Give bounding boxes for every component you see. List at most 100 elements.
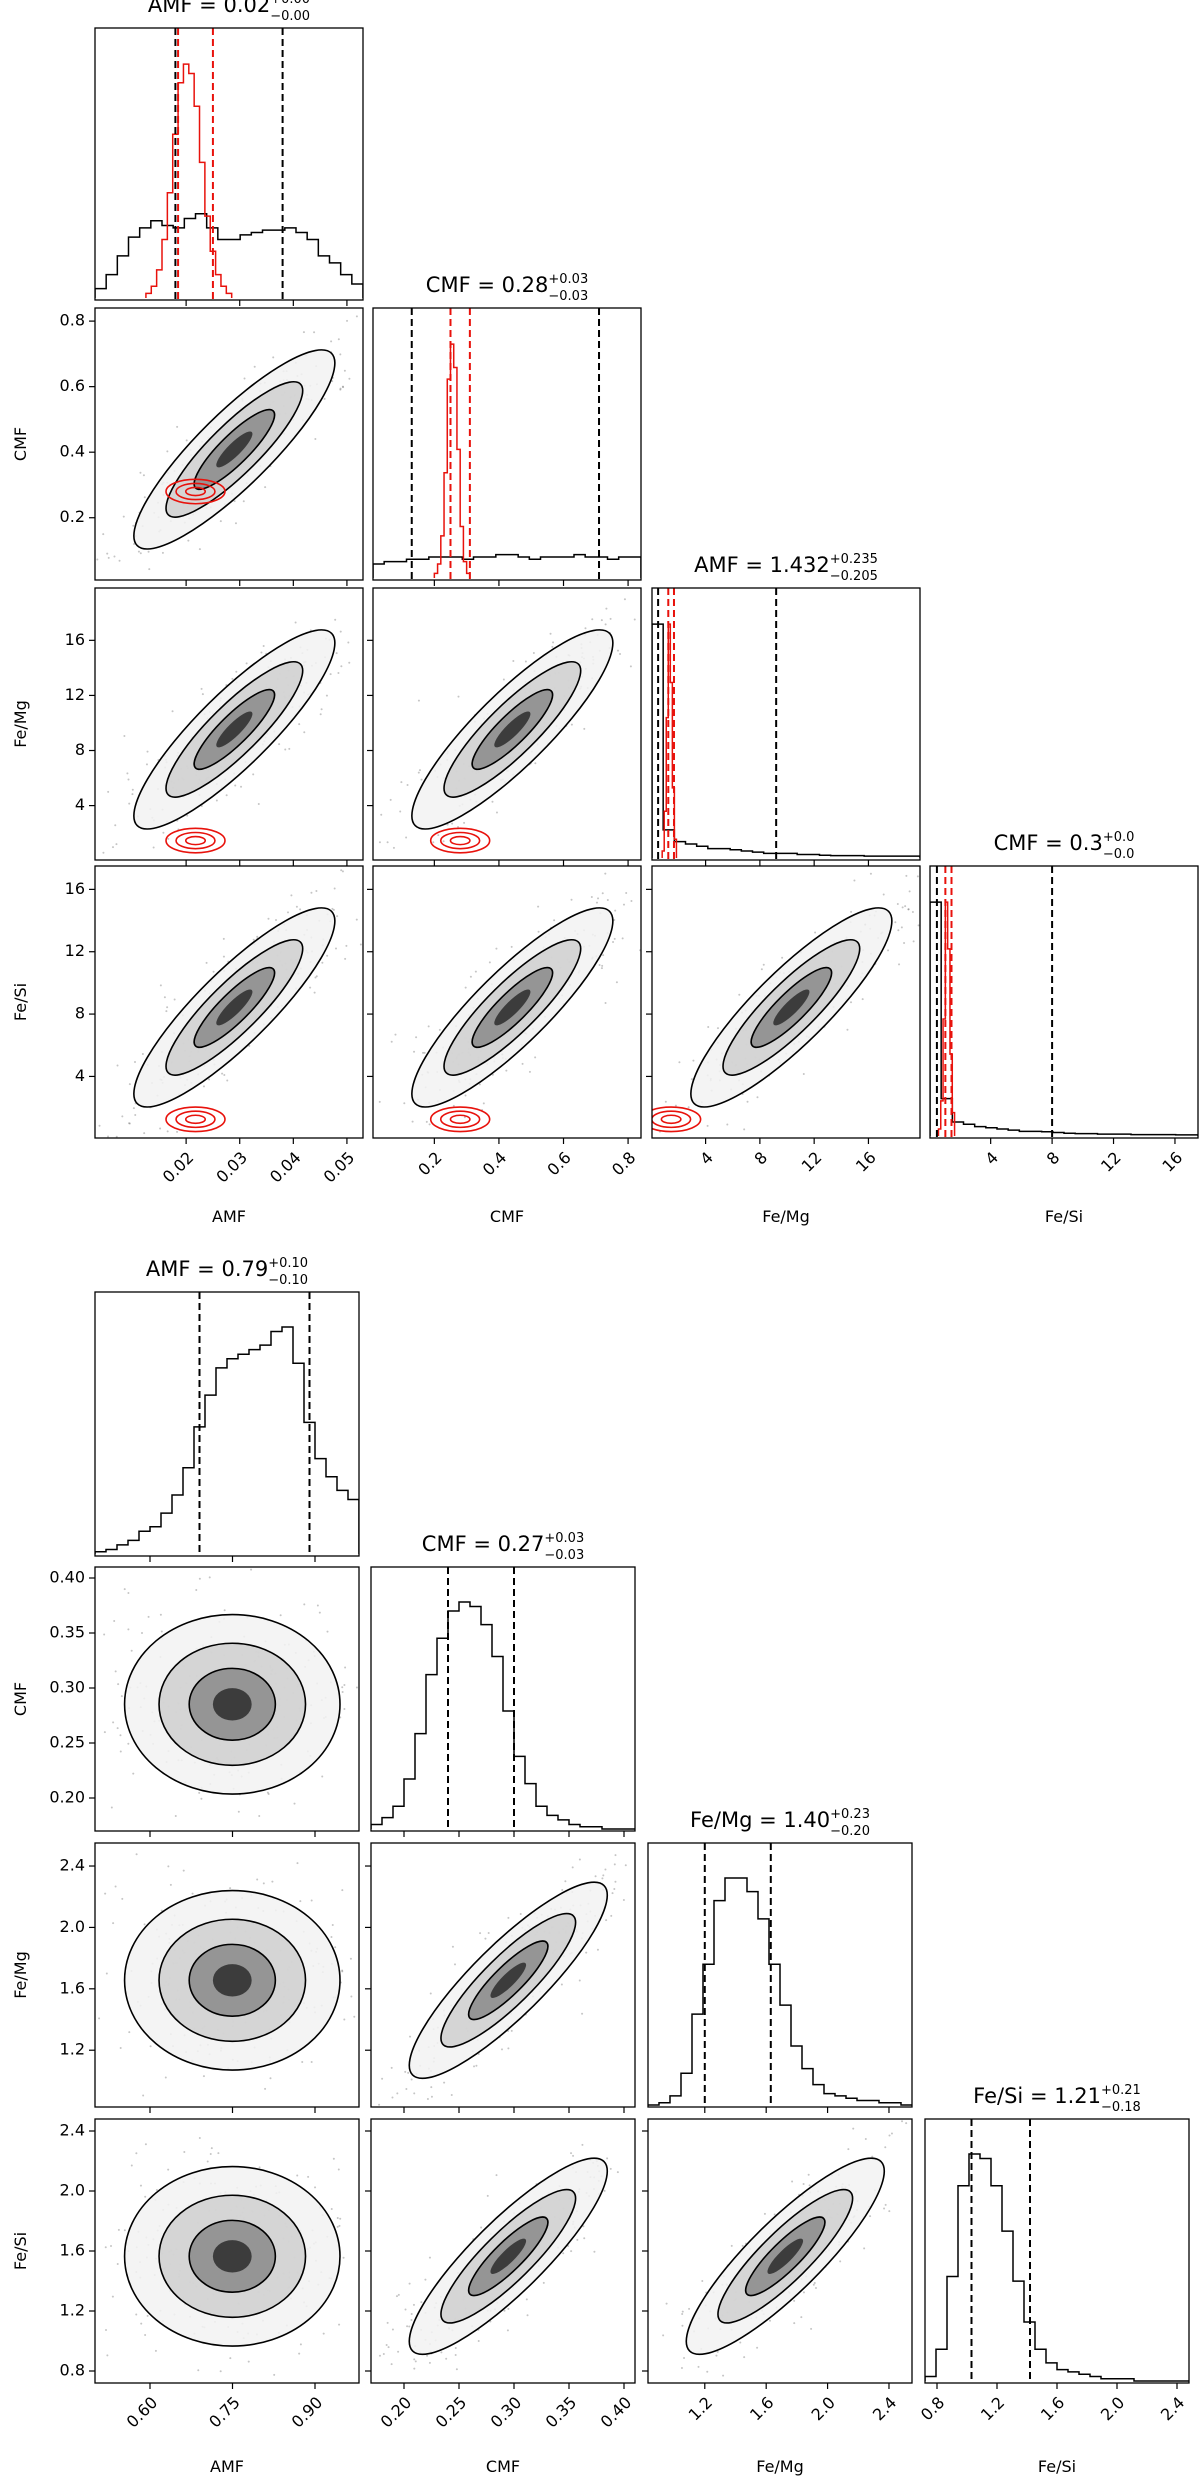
sample-point [605,607,608,610]
sample-point [756,1096,759,1099]
sample-point [410,2078,413,2081]
sample-point [111,846,114,849]
sample-point [135,2313,138,2316]
sample-point [390,1040,393,1043]
sample-point [273,2373,276,2376]
sample-point [808,2184,811,2187]
sample-point [405,2087,408,2090]
sample-point [411,1120,414,1123]
sample-point [330,340,333,343]
sample-point [326,954,329,957]
sample-point [629,1835,631,1837]
sample-point [464,986,467,989]
sample-point [195,1588,198,1591]
sample-point [621,1139,623,1141]
x-tick-label: 0.8 [917,2393,948,2424]
density-contour-3 [490,1962,527,1998]
sample-point [507,1916,510,1919]
sample-point [594,1875,597,1878]
sample-point [233,500,236,503]
sample-point [888,2210,891,2213]
sample-point [132,524,135,527]
sample-point [950,841,952,843]
sample-point [248,1044,251,1047]
sample-point [127,778,130,781]
reference-contour-2 [184,486,207,497]
sample-point [271,1880,274,1883]
sample-point [343,1708,346,1711]
sample-point [605,1919,608,1922]
sample-point [162,831,165,834]
sample-point [576,2238,579,2241]
x-tick-label: 0.4 [479,1148,510,1179]
sample-point [119,1734,122,1737]
sample-point [107,790,110,793]
sample-point [288,747,291,750]
x-axis-label: Fe/Mg [756,2457,804,2476]
sample-point [215,799,218,802]
sample-point [341,1691,344,1693]
sample-point [159,1613,162,1616]
sample-point [349,1957,352,1960]
sample-point [469,975,472,978]
sample-point [334,947,337,950]
sample-point [814,931,817,934]
sample-point [116,1064,119,1067]
title-plus-error: +0.23 [830,1807,870,1822]
panel-1-2 [367,587,642,866]
sample-point [923,2175,925,2177]
sample-point [420,778,423,781]
sample-point [161,551,164,554]
sample-point [911,910,914,913]
sample-point [119,2047,122,2050]
x-axis-label: AMF [210,2457,244,2476]
sample-point [344,957,347,960]
sample-point [621,937,624,940]
sample-point [348,377,351,380]
sample-point [739,2341,742,2344]
panel-frame [929,865,1199,1139]
sample-point [52,663,54,665]
sample-point [637,1130,639,1132]
sample-point [403,1102,406,1105]
title-median: 0.02 [223,0,270,17]
sample-point [659,1816,661,1818]
sample-point [570,723,573,726]
panel-content [930,866,1198,1138]
x-tick-label: 0.8 [608,1148,639,1179]
sample-point [904,905,907,908]
sample-point [853,879,856,882]
sample-point [484,1937,487,1940]
reference-contour-1 [175,482,216,501]
sample-point [92,839,94,841]
sample-point [319,713,322,716]
sample-point [908,890,911,893]
sample-point [264,2087,267,2090]
sample-point [200,1797,203,1800]
panel-frame [94,587,364,861]
sample-point [171,710,174,713]
sample-point [332,908,335,911]
reference-contour-2 [660,1114,682,1125]
sample-point [649,1137,651,1139]
title-equals: = [752,1808,783,1832]
sample-point [260,651,263,654]
sample-point [793,2299,796,2302]
sample-point [410,2319,413,2322]
sample-point [326,1630,329,1633]
panel-content [925,2119,1189,2383]
sample-point [625,891,628,894]
sample-point [417,699,420,702]
sample-point [272,356,275,359]
panel-frame [94,27,364,301]
sample-point [104,2246,107,2249]
sample-point [376,896,378,898]
sample-point [726,1123,729,1126]
sample-point [614,909,617,912]
reference-histogram-Fe/Si [937,901,956,1136]
sample-point [934,833,936,835]
x-tick-label: 0.90 [288,2393,327,2432]
sample-point [128,1122,131,1125]
sample-point [616,2171,619,2174]
title-equals: = [1038,831,1069,855]
